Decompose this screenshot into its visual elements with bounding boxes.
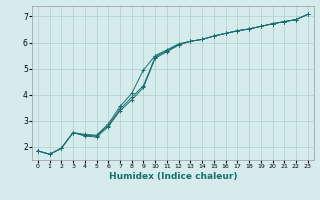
X-axis label: Humidex (Indice chaleur): Humidex (Indice chaleur) [108, 172, 237, 181]
